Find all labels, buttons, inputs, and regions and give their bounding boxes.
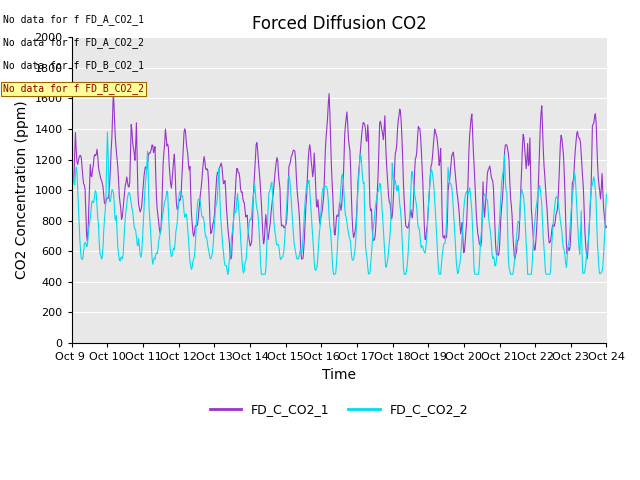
FD_C_CO2_1 [133,153,141,158]
FD_C_CO2_1 [421,237,429,242]
FD_C_CO2_1 [216,164,223,170]
FD_C_CO2_2 [216,191,223,196]
Text: No data for f FD_B_CO2_2: No data for f FD_B_CO2_2 [3,84,144,95]
Text: No data for f FD_A_CO2_2: No data for f FD_A_CO2_2 [3,37,144,48]
FD_C_CO2_2 [77,255,85,261]
FD_C_CO2_2 [603,192,611,197]
Line: FD_C_CO2_2: FD_C_CO2_2 [72,132,607,274]
FD_C_CO2_1 [603,224,611,229]
FD_C_CO2_2 [406,224,413,230]
FD_C_CO2_1 [406,217,413,223]
FD_C_CO2_2 [68,193,76,199]
Text: No data for f FD_B_CO2_1: No data for f FD_B_CO2_1 [3,60,144,72]
Legend: FD_C_CO2_1, FD_C_CO2_2: FD_C_CO2_1, FD_C_CO2_2 [205,398,474,421]
Text: No data for f FD_A_CO2_1: No data for f FD_A_CO2_1 [3,14,144,25]
FD_C_CO2_1 [227,256,235,262]
FD_C_CO2_2 [224,271,232,277]
FD_C_CO2_1 [188,211,195,217]
FD_C_CO2_2 [133,241,141,247]
FD_C_CO2_2 [188,266,195,272]
Y-axis label: CO2 Concentration (ppm): CO2 Concentration (ppm) [15,101,29,279]
Title: Forced Diffusion CO2: Forced Diffusion CO2 [252,15,426,33]
X-axis label: Time: Time [322,368,356,382]
FD_C_CO2_1 [68,181,76,187]
FD_C_CO2_2 [421,251,429,256]
FD_C_CO2_2 [104,129,111,135]
FD_C_CO2_1 [109,89,117,95]
FD_C_CO2_1 [77,156,85,162]
Line: FD_C_CO2_1: FD_C_CO2_1 [72,92,607,259]
